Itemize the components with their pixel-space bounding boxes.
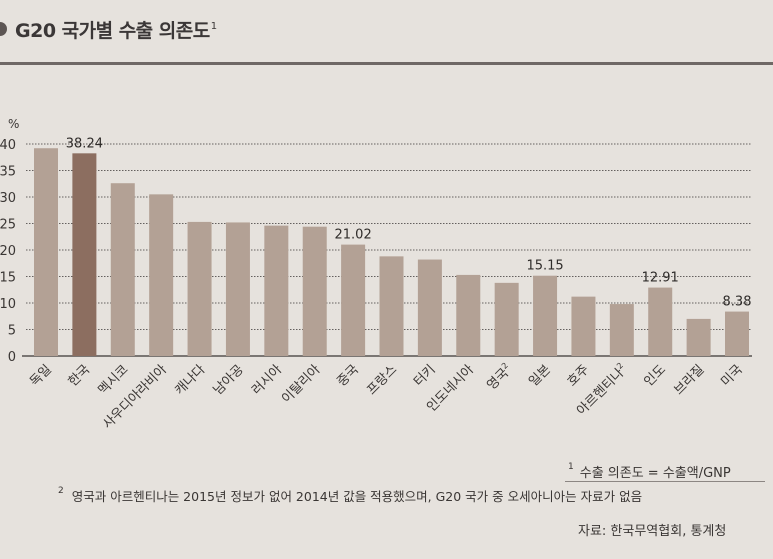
bar [456, 274, 481, 356]
footnote-2-mark: 2 [58, 486, 64, 496]
title-footnote-mark: 1 [210, 21, 217, 33]
bar [34, 148, 58, 356]
bar [648, 287, 673, 356]
x-tick-label: 러시아 [249, 362, 285, 398]
data-label: 38.24 [66, 136, 103, 151]
bar [149, 194, 174, 356]
header-rule [0, 62, 773, 65]
x-tick-label: 중국 [334, 362, 362, 390]
footnote-separator [565, 481, 765, 482]
bar [341, 244, 366, 356]
x-tick-label: 한국 [66, 362, 94, 390]
data-label: 8.38 [723, 295, 752, 310]
x-tick-label: 멕시코 [96, 362, 132, 398]
y-tick-label: 35 [0, 165, 16, 180]
x-tick-label: 호주 [565, 362, 593, 390]
y-tick-label: 20 [0, 244, 16, 259]
x-tick-label: 브라질 [671, 362, 707, 398]
bar [609, 304, 634, 356]
bar [494, 282, 519, 356]
chart-title-text: G20 국가별 수출 의존도 [15, 19, 210, 42]
bar [187, 221, 212, 356]
bar [533, 275, 558, 356]
x-tick-label: 인도 [642, 362, 670, 390]
chart-title: G20 국가별 수출 의존도1 [15, 16, 217, 43]
bar [264, 225, 289, 356]
x-tick-label: 영국2 [483, 361, 516, 394]
bar [379, 256, 404, 356]
y-tick-label: 30 [0, 191, 16, 206]
x-tick-label: 남아공 [211, 362, 247, 398]
bar [725, 311, 749, 356]
y-tick-label: 25 [0, 218, 16, 233]
y-tick-label: 5 [8, 324, 16, 339]
source-note: 자료: 한국무역협회, 통계청 [578, 524, 727, 539]
y-tick-label: 10 [0, 297, 16, 312]
x-tick-label: 독일 [27, 362, 55, 390]
x-tick-label: 이탈리아 [279, 362, 323, 406]
bar [302, 226, 327, 356]
bar [225, 222, 250, 356]
bar [72, 153, 97, 356]
x-tick-label: 프랑스 [364, 362, 400, 398]
bar [686, 318, 711, 356]
data-label: 12.91 [642, 271, 679, 286]
footnote-2-text: 영국과 아르헨티나는 2015년 정보가 없어 2014년 값을 적용했으며, … [71, 489, 643, 504]
x-tick-footnote-mark: 2 [615, 361, 625, 371]
footnote-1-text: 수출 의존도 = 수출액/GNP [579, 466, 731, 481]
bar [110, 183, 135, 356]
data-label: 15.15 [526, 259, 563, 274]
bar [571, 296, 596, 356]
x-tick-label: 터키 [411, 362, 439, 390]
title-block: G20 국가별 수출 의존도1 [0, 14, 217, 44]
x-tick-footnote-mark: 2 [500, 361, 510, 371]
x-tick-label: 일본 [526, 362, 554, 390]
footnote-2: 2 영국과 아르헨티나는 2015년 정보가 없어 2014년 값을 적용했으며,… [58, 486, 642, 505]
x-tick-label: 캐나다 [172, 362, 208, 398]
footnote-1-mark: 1 [568, 462, 574, 472]
bar [417, 259, 442, 356]
y-tick-label: 15 [0, 271, 16, 286]
title-bullet-icon [0, 22, 7, 36]
y-axis-label: % [8, 117, 19, 131]
data-label: 21.02 [335, 228, 372, 243]
y-tick-label: 40 [0, 138, 16, 153]
y-tick-label: 0 [8, 350, 16, 365]
footnote-1: 1 수출 의존도 = 수출액/GNP [568, 462, 731, 481]
x-tick-label: 미국 [718, 362, 746, 390]
